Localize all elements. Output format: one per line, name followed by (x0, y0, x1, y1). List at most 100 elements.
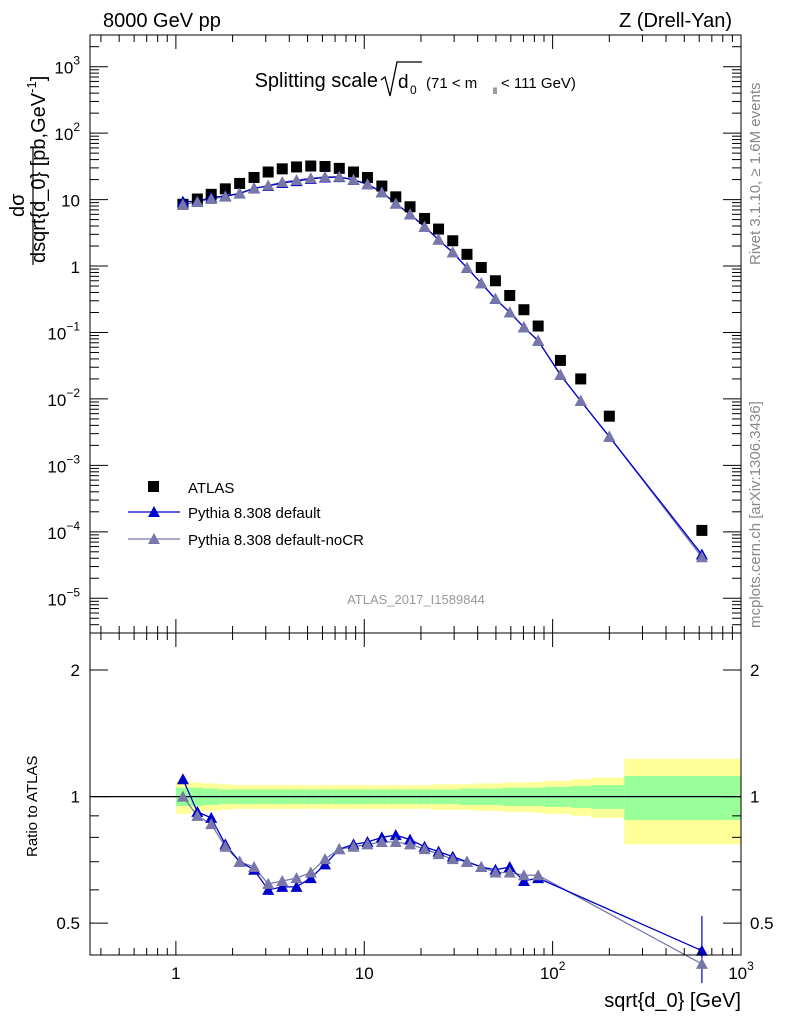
ratio-default-point (304, 872, 317, 884)
ratio-nocr-point (191, 809, 204, 821)
nocr-point (262, 179, 275, 191)
uncertainty-bands (175, 758, 741, 845)
x-tick-label-base: 10 (540, 964, 559, 983)
nocr-point (347, 173, 360, 185)
ratio-y-tick-label: 1 (71, 788, 80, 807)
x-tick-label: 102 (540, 959, 566, 983)
nocr-point (219, 190, 232, 202)
analysis-watermark: ATLAS_2017_I1589844 (347, 592, 485, 607)
nocr-point (375, 186, 388, 198)
atlas-point (348, 166, 360, 178)
nocr-point (432, 233, 445, 245)
ratio-y-tick-label: 0.5 (56, 914, 80, 933)
ratio-y-tick-label-right-base: 2 (750, 661, 759, 680)
ratio-y-tick-labels: 2 2 1 1 0.5 0.5 (56, 661, 773, 933)
data-marks (176, 160, 708, 563)
nocr-point (554, 368, 567, 380)
ratio-nocr-point (361, 838, 374, 850)
legend-label-default: Pythia 8.308 default (188, 505, 321, 522)
y-tick-label-exp: −5 (66, 585, 80, 599)
title-range-post: < 111 GeV) (501, 75, 576, 92)
y-tick-label-exp: −3 (66, 452, 80, 466)
nocr-point (517, 321, 530, 333)
ratio-nocr-point (290, 872, 303, 884)
atlas-point (489, 275, 501, 287)
ratio-nocr-point (205, 818, 218, 830)
legend-label-nocr: Pythia 8.308 default-noCR (188, 532, 364, 549)
ratio-nocr-point (517, 869, 530, 881)
x-tick-label-base: 1 (171, 964, 180, 983)
ratio-nocr-point (475, 861, 488, 873)
ratio-default-point (695, 944, 708, 956)
nocr-point (446, 246, 459, 258)
legend: ATLAS Pythia 8.308 default Pythia 8.308 … (128, 480, 364, 549)
ratio-axis-ticks (90, 633, 742, 955)
nocr-point (191, 195, 204, 207)
y-tick-label: 10 (61, 192, 80, 211)
ratio-default-point (276, 880, 289, 892)
legend-label-atlas: ATLAS (188, 480, 234, 497)
nocr-point (176, 198, 189, 210)
ratio-nocr-point (262, 877, 275, 889)
ratio-marks (176, 773, 708, 969)
ratio-y-tick-label-right: 2 (750, 661, 759, 680)
y-tick-label: 10−1 (47, 319, 80, 343)
y-tick-label-base: 10 (47, 457, 66, 476)
y-tick-label-base: 10 (54, 59, 73, 78)
ratio-y-tick-label: 2 (71, 661, 80, 680)
nocr-point (460, 261, 473, 273)
ratio-nocr-point (389, 835, 402, 847)
ratio-nocr-point (347, 840, 360, 852)
atlas-point (575, 373, 587, 385)
ratio-default-point (176, 773, 189, 785)
y-label-num: dσ (7, 193, 29, 217)
legend-marker-atlas (148, 481, 159, 492)
y-tick-label: 102 (54, 120, 80, 144)
ratio-frame (89, 632, 742, 956)
atlas-point (404, 201, 416, 213)
ratio-nocr-point (176, 790, 189, 802)
ratio-panel: 2 21 10.5 0.5 1 10 102 103 Ratio to ATLAS sqrt… (24, 632, 774, 1012)
mcplots-label: mcplots.cern.ch [arXiv:1306.3436] (747, 401, 764, 628)
nocr-point (333, 170, 346, 182)
ratio-nocr-point (432, 848, 445, 860)
ratio-y-tick-label-base: 2 (71, 661, 80, 680)
y-tick-label-exp: 3 (73, 54, 80, 68)
sqrt-sign (380, 61, 422, 97)
atlas-point (433, 223, 445, 235)
ratio-nocr-point (503, 866, 516, 878)
ratio-nocr-point (304, 866, 317, 878)
ratio-default-point (517, 874, 530, 886)
atlas-point (461, 248, 473, 260)
x-tick-label: 1 (171, 964, 180, 983)
ratio-y-tick-label-base: 1 (71, 788, 80, 807)
nocr-point (389, 197, 402, 209)
y-tick-label: 10−4 (47, 519, 80, 543)
y-tick-label-base: 10 (54, 125, 73, 144)
legend-marker-nocr (148, 533, 160, 544)
ratio-nocr-point (276, 874, 289, 886)
title-range-pre: (71 < m (426, 75, 477, 92)
atlas-point (554, 354, 566, 366)
atlas-point (219, 183, 231, 195)
nocr-point (574, 395, 587, 407)
ratio-nocr-point (695, 957, 708, 969)
nocr-point (233, 187, 246, 199)
ratio-nocr-point (446, 853, 459, 865)
ratio-y-tick-label-right: 1 (750, 788, 759, 807)
nocr-point (503, 306, 516, 318)
ratio-nocr-point (233, 855, 246, 867)
y-label-exp: -1 (24, 81, 39, 93)
ratio-nocr-point (532, 869, 545, 881)
nocr-point (205, 193, 218, 205)
y-tick-label-exp: −1 (66, 319, 80, 333)
nocr-point (489, 292, 502, 304)
ratio-nocr-point (248, 861, 261, 873)
nocr-point (276, 176, 289, 188)
ratio-y-axis-label: Ratio to ATLAS (24, 756, 41, 857)
nocr-point (475, 277, 488, 289)
title-text: Splitting scale (255, 70, 378, 92)
y-tick-label-base: 10 (47, 391, 66, 410)
atlas-point (305, 160, 317, 172)
